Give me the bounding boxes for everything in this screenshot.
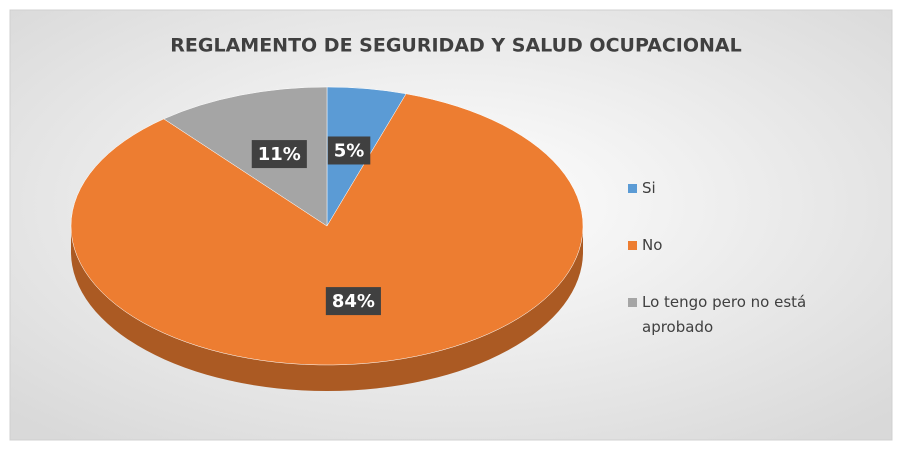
legend-swatch [628, 241, 637, 250]
data-label-box [327, 136, 371, 165]
legend-item: No [628, 233, 808, 258]
data-label-box [251, 140, 307, 169]
data-label: 11% [258, 144, 301, 165]
data-label: 84% [332, 291, 375, 312]
legend-label: Si [642, 179, 656, 197]
pie-side [71, 226, 583, 391]
data-label: 5% [334, 140, 365, 161]
legend: Si No Lo tengo pero no está aprobado [628, 176, 808, 372]
legend-label: Lo tengo pero no está aprobado [642, 293, 807, 336]
legend-item: Lo tengo pero no está aprobado [628, 290, 808, 340]
pie-slice [163, 86, 328, 227]
pie-slice [70, 93, 584, 366]
legend-item: Si [628, 176, 808, 201]
legend-label: No [642, 236, 663, 254]
data-label-box [325, 287, 381, 316]
chart-title: REGLAMENTO DE SEGURIDAD Y SALUD OCUPACIO… [170, 35, 741, 57]
pie: 5% 84% 11% [70, 86, 584, 391]
legend-swatch [628, 184, 637, 193]
legend-swatch [628, 298, 637, 307]
